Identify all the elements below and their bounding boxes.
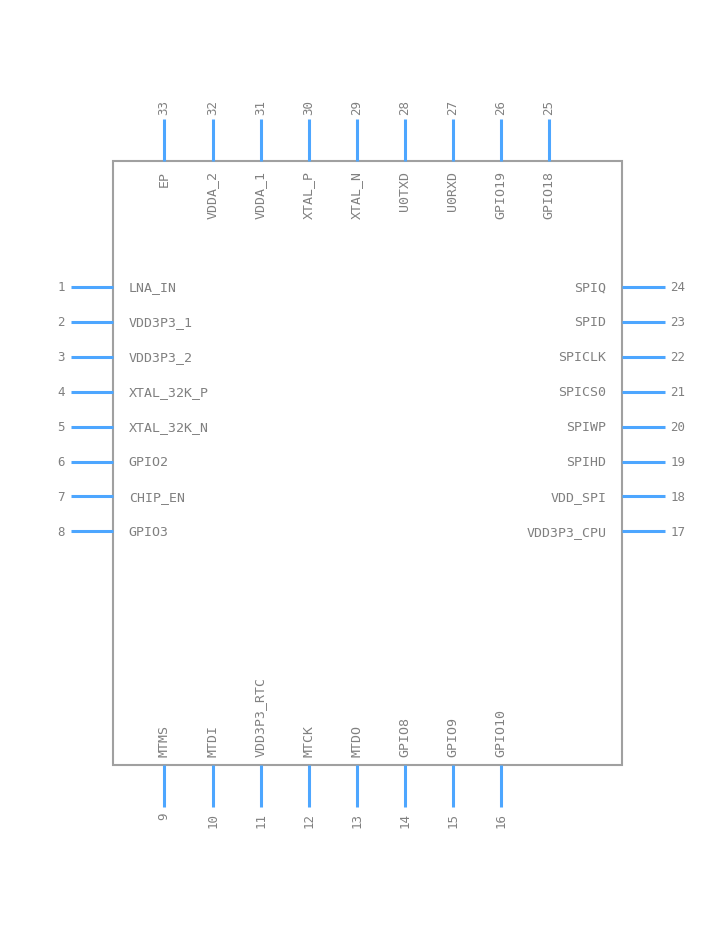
Text: LNA_IN: LNA_IN	[129, 281, 177, 294]
Text: 21: 21	[670, 386, 686, 399]
Text: GPIO18: GPIO18	[542, 171, 555, 219]
Text: VDD3P3_1: VDD3P3_1	[129, 316, 193, 329]
Text: SPIHD: SPIHD	[566, 455, 606, 468]
Text: XTAL_32K_P: XTAL_32K_P	[129, 386, 209, 399]
Text: 31: 31	[254, 100, 267, 115]
Text: CHIP_EN: CHIP_EN	[129, 490, 185, 503]
Text: 29: 29	[350, 100, 363, 115]
Text: 6: 6	[58, 455, 65, 468]
Text: VDDA_2: VDDA_2	[206, 171, 219, 219]
Text: 23: 23	[670, 316, 686, 329]
Text: 32: 32	[206, 100, 219, 115]
Text: XTAL_P: XTAL_P	[302, 171, 315, 219]
Text: U0TXD: U0TXD	[398, 171, 411, 210]
Text: GPIO10: GPIO10	[494, 708, 507, 756]
Text: 8: 8	[58, 526, 65, 539]
Text: 15: 15	[446, 812, 459, 827]
Text: 27: 27	[446, 100, 459, 115]
Text: MTCK: MTCK	[302, 725, 315, 756]
Text: U0RXD: U0RXD	[446, 171, 459, 210]
Text: XTAL_N: XTAL_N	[350, 171, 363, 219]
Text: 14: 14	[398, 812, 411, 827]
Text: 30: 30	[302, 100, 315, 115]
Text: VDDA_1: VDDA_1	[254, 171, 267, 219]
Bar	[113, 161, 622, 766]
Text: 18: 18	[670, 490, 686, 503]
Text: EP: EP	[157, 171, 170, 186]
Text: VDD_SPI: VDD_SPI	[550, 490, 606, 503]
Text: 28: 28	[398, 100, 411, 115]
Text: 12: 12	[302, 812, 315, 827]
Text: 9: 9	[157, 812, 170, 819]
Text: SPICS0: SPICS0	[558, 386, 606, 399]
Text: 4: 4	[58, 386, 65, 399]
Text: 2: 2	[58, 316, 65, 329]
Text: MTMS: MTMS	[157, 725, 170, 756]
Text: 3: 3	[58, 350, 65, 363]
Text: 1: 1	[58, 281, 65, 294]
Text: MTDO: MTDO	[350, 725, 363, 756]
Text: 33: 33	[157, 100, 170, 115]
Text: 17: 17	[670, 526, 686, 539]
Text: 26: 26	[494, 100, 507, 115]
Text: 16: 16	[494, 812, 507, 827]
Text: XTAL_32K_N: XTAL_32K_N	[129, 421, 209, 434]
Text: GPIO8: GPIO8	[398, 717, 411, 756]
Text: 7: 7	[58, 490, 65, 503]
Text: 5: 5	[58, 421, 65, 434]
Text: 11: 11	[254, 812, 267, 827]
Text: GPIO19: GPIO19	[494, 171, 507, 219]
Text: 20: 20	[670, 421, 686, 434]
Text: SPIQ: SPIQ	[574, 281, 606, 294]
Text: 22: 22	[670, 350, 686, 363]
Text: VDD3P3_CPU: VDD3P3_CPU	[526, 526, 606, 539]
Text: VDD3P3_2: VDD3P3_2	[129, 350, 193, 363]
Text: SPICLK: SPICLK	[558, 350, 606, 363]
Text: 10: 10	[206, 812, 219, 827]
Text: VDD3P3_RTC: VDD3P3_RTC	[254, 677, 267, 756]
Text: MTDI: MTDI	[206, 725, 219, 756]
Text: 24: 24	[670, 281, 686, 294]
Text: GPIO2: GPIO2	[129, 455, 169, 468]
Text: GPIO9: GPIO9	[446, 717, 459, 756]
Text: SPID: SPID	[574, 316, 606, 329]
Text: GPIO3: GPIO3	[129, 526, 169, 539]
Text: 25: 25	[542, 100, 555, 115]
Text: 13: 13	[350, 812, 363, 827]
Text: SPIWP: SPIWP	[566, 421, 606, 434]
Text: 19: 19	[670, 455, 686, 468]
